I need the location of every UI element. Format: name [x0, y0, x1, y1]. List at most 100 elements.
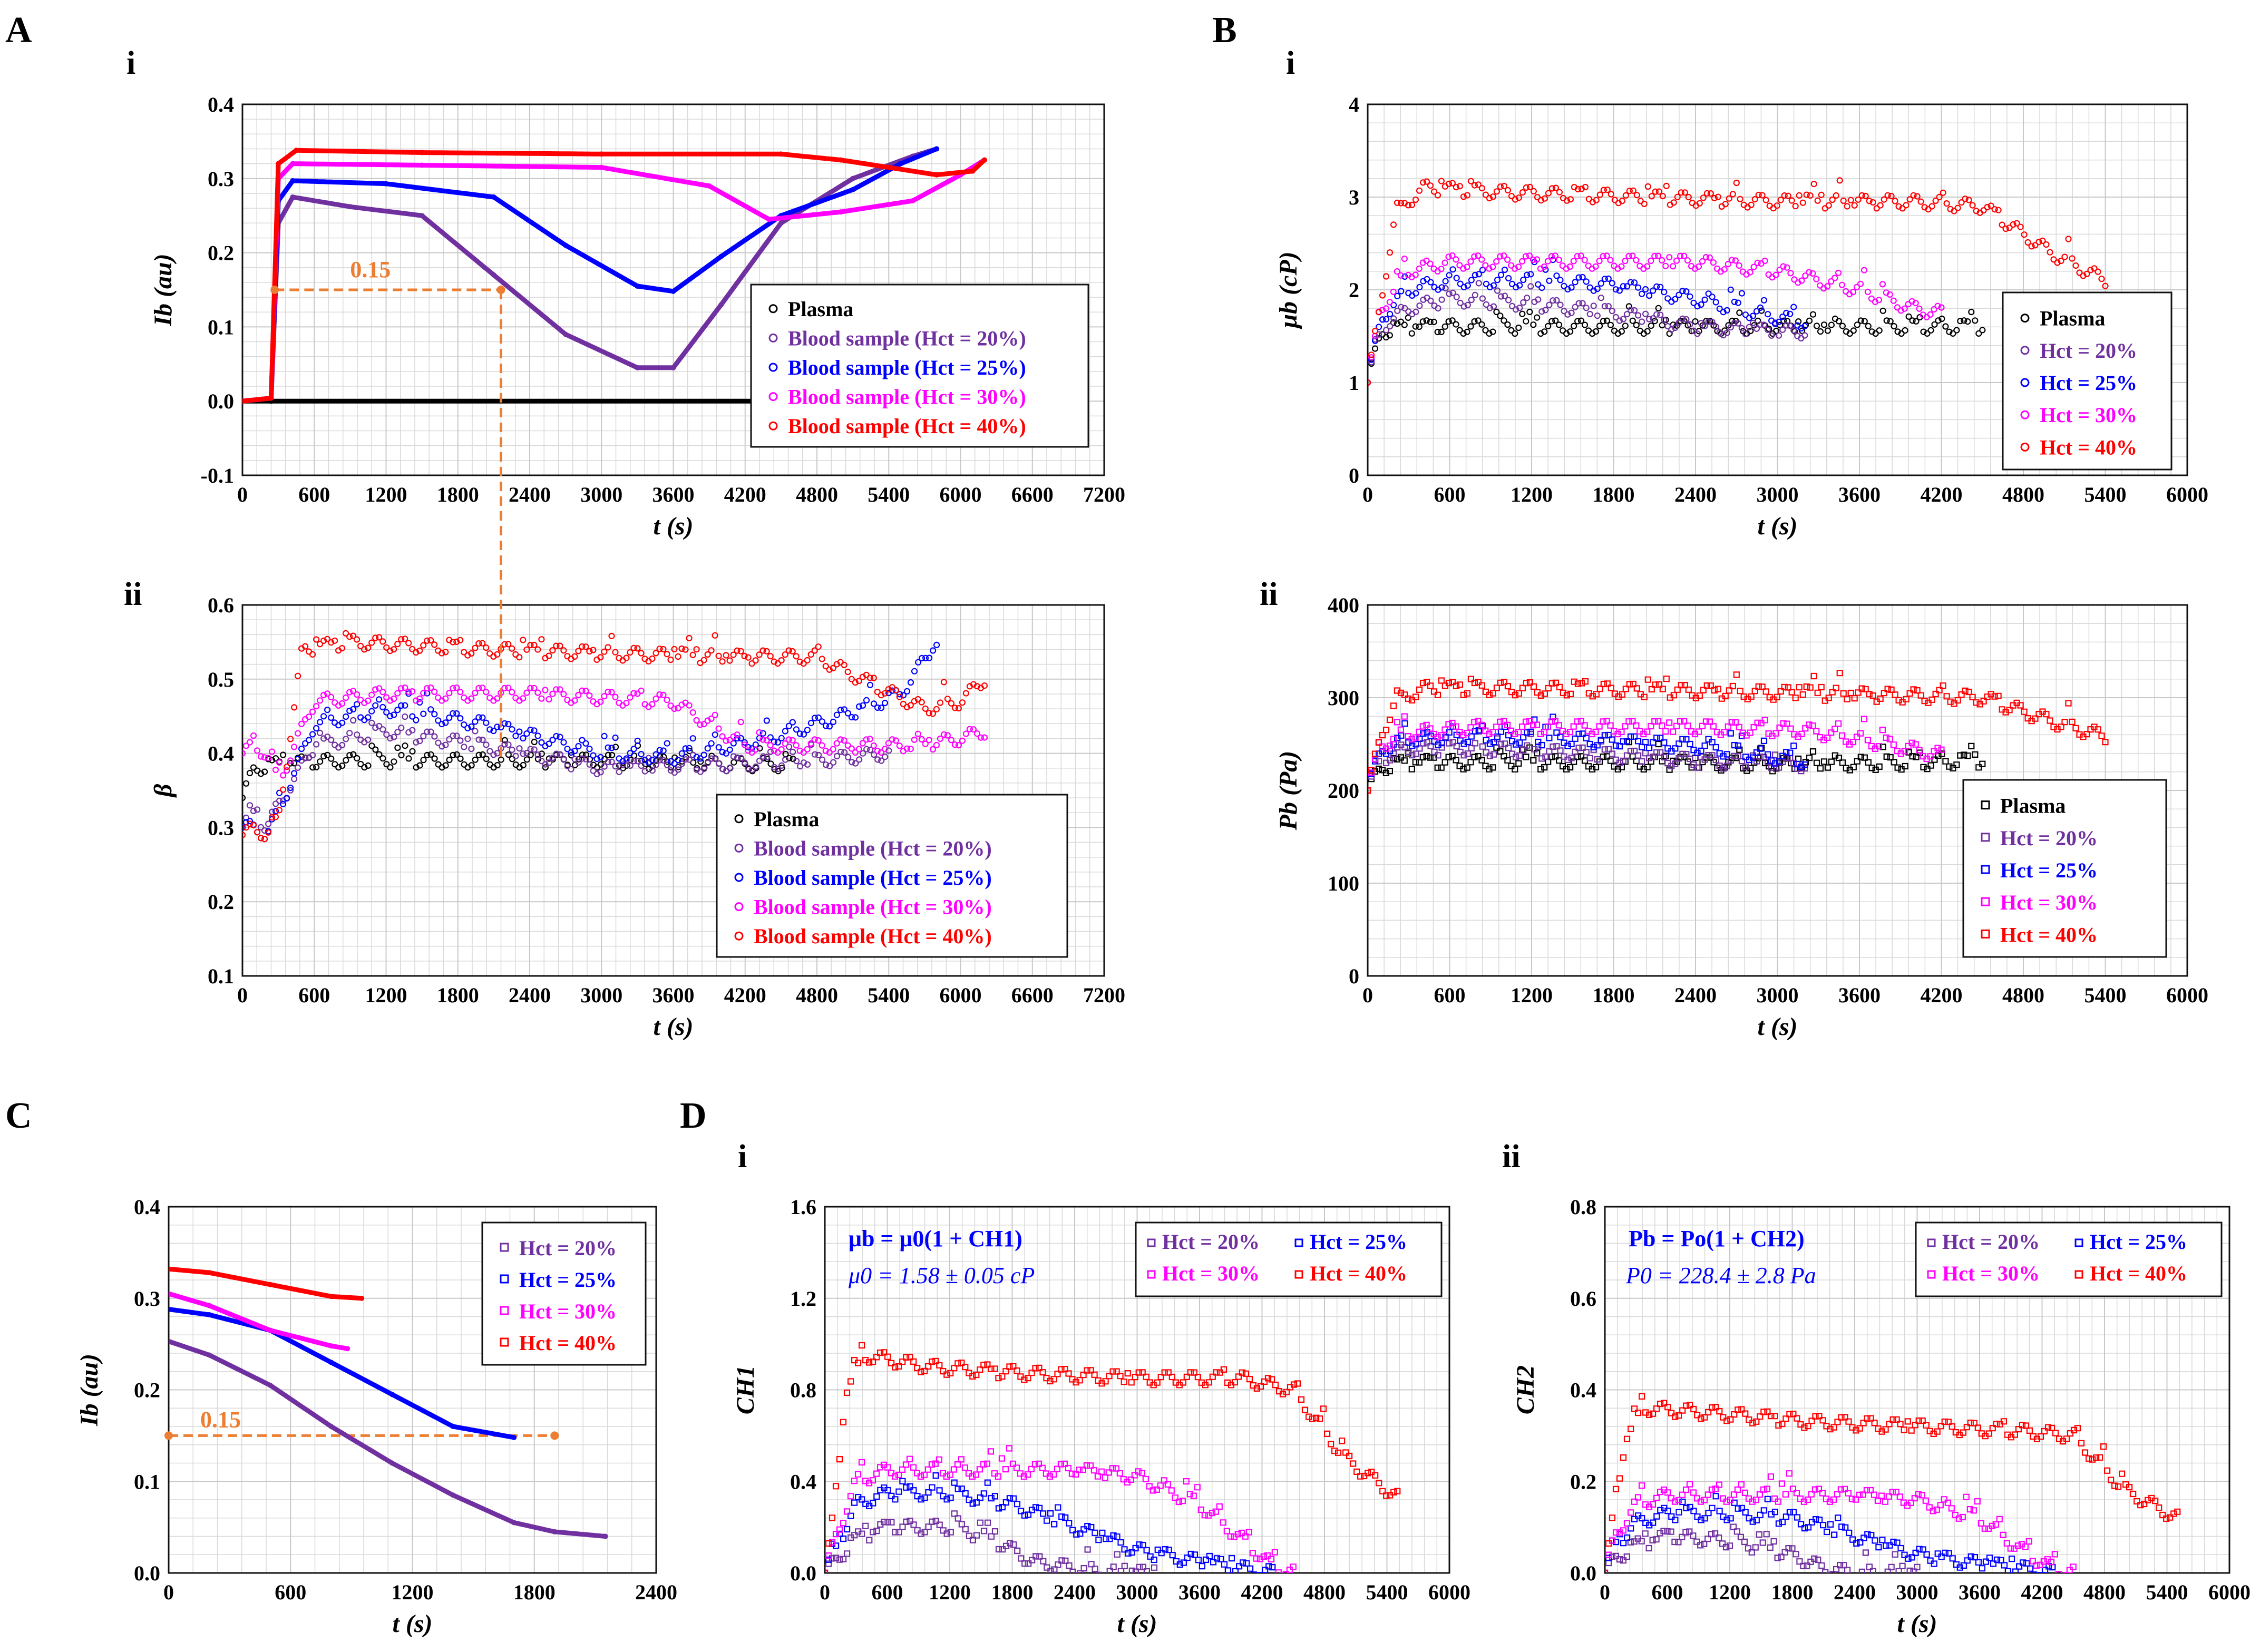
chart-panel-d-ii: 0 600 1200 1800 2400 3000 3600 4200 4800 5400 6000… [1512, 1195, 2251, 1638]
plot-area [241, 604, 1105, 977]
threshold-annotation-a: 0.15 [270, 257, 505, 761]
data-point [635, 365, 640, 370]
x-tick-label: 0 [237, 983, 248, 1007]
legend-label: Plasma [754, 807, 819, 831]
y-tick-label: 0 [1349, 964, 1359, 988]
data-point [328, 1360, 334, 1365]
series-hct-30 [825, 1445, 1297, 1573]
x-tick-label: 0 [163, 1580, 174, 1604]
y-tick-label: 0.4 [790, 1470, 816, 1493]
data-point [706, 183, 712, 189]
x-axis-label: t (s) [1897, 1610, 1937, 1638]
legend-label: Hct = 30% [519, 1299, 617, 1323]
legend-item-hct-30: Hct = 30% [1927, 1262, 2040, 1285]
series-plasma [242, 737, 796, 801]
data-point [345, 1346, 350, 1352]
scatter-marks [1368, 177, 2109, 386]
data-point [450, 1424, 456, 1429]
legend-item-blood-sample-hct-40: Blood sample (Hct = 40%) [768, 414, 1026, 438]
legend-marker [2020, 378, 2030, 387]
data-point [328, 1294, 334, 1299]
legend-marker [734, 873, 744, 882]
x-tick-label: 2400 [1674, 983, 1717, 1007]
legend-item-blood-sample-hct-30: Blood sample (Hct = 30%) [768, 385, 1026, 409]
legend-item-hct-20: Hct = 20% [1147, 1230, 1260, 1254]
x-tick-label: 600 [298, 983, 330, 1007]
legend-label: Hct = 20% [519, 1236, 617, 1260]
series-blood-sample-hct-30 [242, 684, 988, 784]
data-point [290, 194, 296, 200]
data-point [276, 161, 281, 167]
chart-panel-c: 0 600 1200 1800 2400 0.0 0.1 0.2 0.3 0.4 t (s) Ib (… [75, 1195, 677, 1638]
panel-label-a-i: i [126, 45, 135, 81]
x-tick-label: 5400 [2084, 483, 2127, 506]
data-point [563, 242, 569, 248]
y-tick-label: 0.8 [790, 1379, 816, 1402]
chart-panel-b-i: 0 600 1200 1800 2400 3000 3600 4200 4800 5400 6000… [1274, 93, 2208, 540]
legend-marker [500, 1306, 509, 1315]
data-point [347, 204, 353, 210]
legend-label: Blood sample (Hct = 40%) [788, 414, 1026, 438]
x-tick-label: 4800 [2002, 983, 2044, 1007]
data-point [169, 1291, 171, 1297]
y-tick-label: 0.3 [134, 1287, 160, 1311]
legend-marker [768, 333, 778, 343]
series-hct-40 [1605, 1393, 2181, 1573]
x-axis-label: t (s) [1758, 512, 1798, 540]
legend-label: Blood sample (Hct = 30%) [788, 385, 1026, 409]
legend: Hct = 20% Hct = 25% Hct = 30% Hct = 40% [1915, 1221, 2223, 1297]
x-tick-label: 4800 [1303, 1580, 1346, 1604]
y-tick-label: 0.1 [134, 1470, 160, 1493]
x-axis-label: t (s) [1117, 1610, 1157, 1638]
y-tick-label: 0.5 [208, 668, 234, 691]
line-mark [242, 158, 986, 404]
x-tick-label: 6600 [1011, 483, 1054, 506]
series-hct-40 [825, 1342, 1401, 1573]
y-tick-label: 0.0 [208, 389, 234, 413]
series-plasma [242, 398, 796, 404]
x-tick-label: 4200 [1921, 983, 1963, 1007]
x-axis-label: t (s) [393, 1610, 433, 1638]
equation-mu: μb = μ0(1 + CH1) [849, 1226, 1022, 1252]
legend-label: Blood sample (Hct = 25%) [788, 356, 1026, 379]
data-point [898, 161, 903, 167]
y-tick-label: 0.6 [1570, 1287, 1596, 1311]
data-point [934, 146, 940, 152]
legend: Plasma Hct = 20% Hct = 25% Hct = 30% Hct = 4… [1962, 779, 2167, 958]
plot-area [824, 1206, 1450, 1574]
data-point [970, 168, 976, 174]
x-tick-label: 1800 [1593, 483, 1635, 506]
x-tick-label: 3000 [1116, 1580, 1158, 1604]
y-tick-label: -0.1 [201, 464, 234, 487]
legend-label: Hct = 30% [1942, 1262, 2040, 1285]
y-tick-label: 0.8 [1570, 1195, 1596, 1219]
legend-label: Blood sample (Hct = 20%) [754, 836, 992, 860]
data-point [267, 1282, 273, 1287]
x-tick-label: 1200 [1511, 483, 1553, 506]
x-tick-label: 1800 [1771, 1580, 1814, 1604]
legend-label: Hct = 25% [2090, 1230, 2187, 1254]
legend-label: Hct = 20% [2040, 339, 2137, 363]
y-axis-label: CH2 [1512, 1365, 1540, 1414]
legend-label: Hct = 25% [2040, 371, 2137, 395]
threshold-end-dot [550, 1431, 559, 1440]
x-tick-label: 4200 [724, 483, 766, 506]
series-hct-25 [825, 1472, 1276, 1573]
data-point [563, 331, 569, 337]
legend-item-hct-25: Hct = 25% [2074, 1230, 2187, 1254]
scatter-marks [1368, 670, 2109, 794]
legend-label: Plasma [788, 297, 853, 321]
y-tick-label: 1.6 [790, 1195, 816, 1219]
legend-label: Hct = 40% [2090, 1262, 2187, 1285]
x-tick-label: 3600 [652, 483, 695, 506]
legend-item-plasma: Plasma [2020, 307, 2105, 330]
legend-item-hct-20: Hct = 20% [1981, 826, 2098, 850]
x-tick-label: 1200 [1709, 1580, 1751, 1604]
legend-label: Hct = 25% [519, 1268, 617, 1292]
data-point [207, 1270, 212, 1276]
legend-label: Blood sample (Hct = 25%) [754, 866, 992, 889]
x-tick-label: 5400 [868, 483, 910, 506]
threshold-cross-dot [496, 286, 505, 294]
x-tick-label: 3000 [1757, 983, 1799, 1007]
x-tick-label: 4200 [1921, 483, 1963, 506]
